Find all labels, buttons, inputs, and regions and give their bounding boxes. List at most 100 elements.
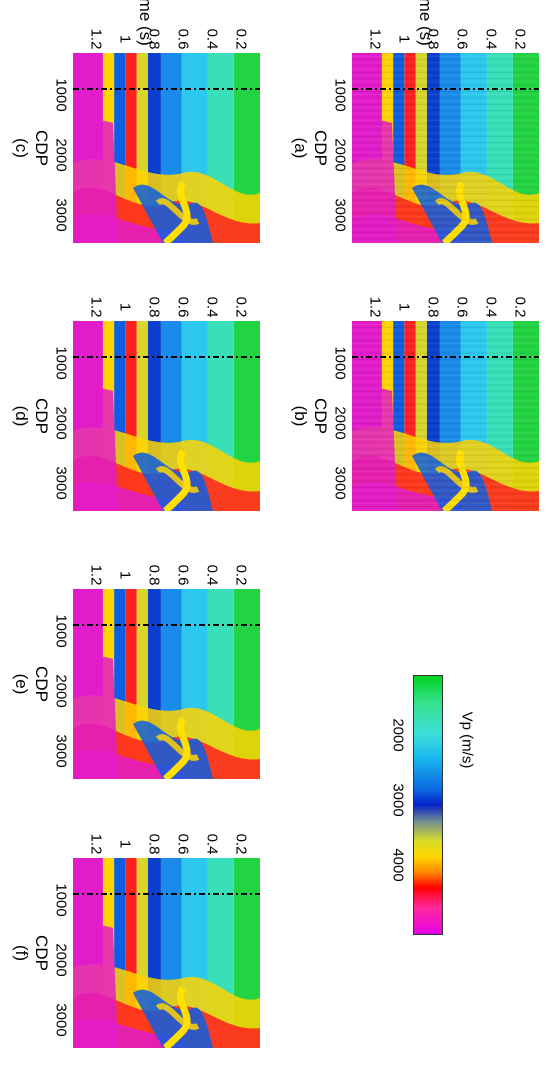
time-tick-label: 0.6 xyxy=(174,564,192,586)
time-tick-label: 1.2 xyxy=(87,833,105,855)
structure-shape xyxy=(352,113,397,243)
colorbar-title: Vp (m/s) xyxy=(458,711,476,769)
colorbar xyxy=(413,675,443,935)
time-tick-label: 0.4 xyxy=(203,28,221,50)
time-tick-label: 1 xyxy=(395,34,413,44)
velocity-panel-a xyxy=(352,53,539,243)
time-tick-label: 0.6 xyxy=(453,28,471,50)
time-tick-label: 0.4 xyxy=(203,833,221,855)
layer-band xyxy=(125,858,137,1048)
panel-label: (f) xyxy=(12,944,31,962)
cdp-tick-label: 1000 xyxy=(52,614,70,648)
time-tick-label: 0.2 xyxy=(232,833,250,855)
cdp-tick-label: 2000 xyxy=(52,674,70,708)
time-tick-label: 0.4 xyxy=(203,296,221,318)
time-tick-label: 0.6 xyxy=(174,28,192,50)
velocity-panel-d xyxy=(73,321,260,511)
structure-shape xyxy=(352,381,397,511)
cdp-axis-label: CDP xyxy=(32,130,51,166)
velocity-panel-e xyxy=(73,589,260,779)
layer-band xyxy=(114,321,126,511)
horizon-curve xyxy=(441,181,470,243)
time-tick-label: 0.2 xyxy=(232,564,250,586)
time-tick-label: 0.4 xyxy=(482,28,500,50)
cdp-tick-label: 3000 xyxy=(52,1003,70,1037)
cdp-tick-label: 2000 xyxy=(52,138,70,172)
time-tick-label: 1.2 xyxy=(366,28,384,50)
layer-band xyxy=(125,589,137,779)
structure-shape xyxy=(73,649,118,779)
layer-band xyxy=(114,589,126,779)
panel-label: (e) xyxy=(12,673,31,695)
layer-band xyxy=(136,53,148,243)
cdp-tick-label: 2000 xyxy=(52,943,70,977)
horizon-curve xyxy=(162,449,191,511)
cdp-tick-label: 2000 xyxy=(331,406,349,440)
layer-band xyxy=(136,321,148,511)
time-tick-label: 0.8 xyxy=(145,833,163,855)
colorbar-tick-label: 4000 xyxy=(389,848,407,882)
cdp-tick-label: 1000 xyxy=(52,78,70,112)
layer-band xyxy=(136,858,148,1048)
layer-band xyxy=(393,321,405,511)
time-tick-label: 1.2 xyxy=(87,564,105,586)
time-tick-label: 1 xyxy=(116,839,134,849)
horizon-curve xyxy=(441,449,470,511)
structure-shape xyxy=(155,198,200,225)
structure-shape xyxy=(73,113,118,243)
horizon-curve xyxy=(162,181,191,243)
cdp-axis-label: CDP xyxy=(32,398,51,434)
structure-shape xyxy=(133,720,213,779)
cdp-axis-label: CDP xyxy=(32,666,51,702)
time-tick-label: 1 xyxy=(395,302,413,312)
time-tick-label: 1.2 xyxy=(87,296,105,318)
cdp-tick-label: 2000 xyxy=(331,138,349,172)
time-tick-label: 0.6 xyxy=(174,833,192,855)
colorbar-tick-label: 2000 xyxy=(389,718,407,752)
structure-shape xyxy=(133,452,213,511)
time-axis-label: Time (s) xyxy=(136,0,155,46)
time-tick-label: 0.4 xyxy=(203,564,221,586)
cdp-tick-label: 1000 xyxy=(331,78,349,112)
layer-band xyxy=(415,53,427,243)
structure-shape xyxy=(155,1003,200,1030)
cdp-tick-label: 1000 xyxy=(52,883,70,917)
layer-band xyxy=(136,589,148,779)
time-tick-label: 1.2 xyxy=(87,28,105,50)
time-tick-label: 0.2 xyxy=(511,28,529,50)
cdp-axis-label: CDP xyxy=(311,130,330,166)
structure-shape xyxy=(434,198,479,225)
horizon-curve xyxy=(162,986,191,1048)
panel-label: (b) xyxy=(291,405,310,427)
time-tick-label: 0.8 xyxy=(145,564,163,586)
time-tick-label: 1 xyxy=(116,34,134,44)
structure-shape xyxy=(412,184,492,243)
layer-band xyxy=(393,53,405,243)
structure-shape xyxy=(73,381,118,511)
panel-label: (c) xyxy=(12,138,31,158)
time-tick-label: 0.6 xyxy=(174,296,192,318)
layer-band xyxy=(125,321,137,511)
layer-band xyxy=(404,53,416,243)
cdp-tick-label: 3000 xyxy=(52,734,70,768)
time-tick-label: 1.2 xyxy=(366,296,384,318)
cdp-axis-label: CDP xyxy=(311,398,330,434)
time-tick-label: 0.4 xyxy=(482,296,500,318)
cdp-tick-label: 1000 xyxy=(52,346,70,380)
structure-shape xyxy=(155,466,200,493)
panel-label: (a) xyxy=(291,137,310,159)
cdp-axis-label: CDP xyxy=(32,935,51,971)
structure-shape xyxy=(412,452,492,511)
velocity-panel-c xyxy=(73,53,260,243)
time-tick-label: 0.2 xyxy=(232,28,250,50)
time-tick-label: 0.8 xyxy=(424,296,442,318)
structure-shape xyxy=(434,466,479,493)
cdp-tick-label: 3000 xyxy=(331,466,349,500)
time-tick-label: 0.2 xyxy=(511,296,529,318)
structure-shape xyxy=(73,918,118,1048)
layer-band xyxy=(114,858,126,1048)
time-axis-label: Time (s) xyxy=(416,0,435,46)
structure-shape xyxy=(155,734,200,761)
panel-label: (d) xyxy=(12,405,31,427)
structure-shape xyxy=(133,184,213,243)
